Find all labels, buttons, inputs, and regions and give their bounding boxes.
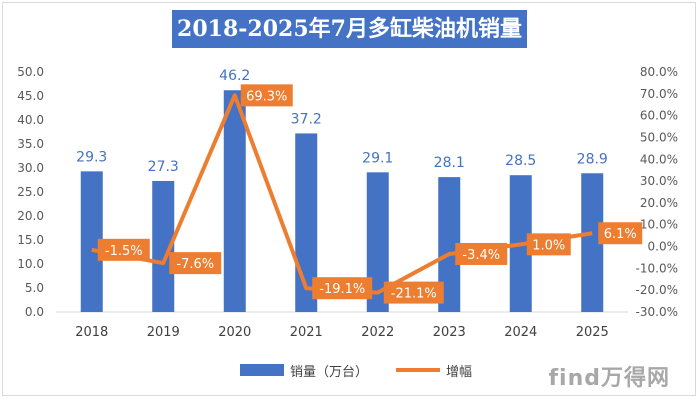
legend-swatch-line	[396, 368, 441, 372]
y-left-tick: 50.0	[17, 65, 44, 79]
line-value-label: -19.1%	[319, 282, 365, 297]
y-left-tick: 25.0	[17, 185, 44, 199]
y-left-tick: 0.0	[25, 305, 44, 319]
watermark-logo: find万得网	[548, 366, 670, 391]
y-right-tick: -10.0%	[636, 261, 678, 275]
y-right-tick: 80.0%	[640, 65, 678, 79]
x-tick: 2024	[504, 325, 537, 340]
line-value-box	[312, 277, 373, 300]
chart-title: 2018-2025年7月多缸柴油机销量	[172, 10, 527, 48]
bar-value-label: 46.2	[219, 68, 250, 84]
x-tick: 2018	[75, 325, 108, 340]
line-value-label: -7.6%	[176, 257, 214, 272]
x-tick: 2025	[576, 325, 609, 340]
line-value-label: -1.5%	[105, 244, 143, 259]
line-value-box	[97, 238, 150, 261]
line-value-label: -3.4%	[462, 248, 500, 263]
x-tick: 2020	[218, 325, 251, 340]
bar	[581, 173, 604, 312]
line-value-label: -21.1%	[391, 287, 437, 302]
y-left-tick: 35.0	[17, 137, 44, 151]
line-value-box	[169, 252, 222, 275]
bar-value-label: 29.3	[76, 149, 107, 165]
bar-value-label: 28.9	[577, 151, 608, 167]
bar-value-label: 28.1	[434, 155, 465, 171]
y-left-tick: 15.0	[17, 233, 44, 247]
y-right-tick: 50.0%	[640, 130, 678, 144]
bar	[152, 180, 175, 312]
legend-item-sales: 销量（万台）	[240, 361, 368, 380]
line-value-box	[455, 242, 508, 265]
line-value-box	[598, 222, 643, 245]
line-value-label: 6.1%	[604, 227, 637, 242]
line-value-box	[526, 233, 571, 256]
y-right-tick: 60.0%	[640, 109, 678, 123]
line-value-label: 69.3%	[246, 89, 287, 104]
bar-value-label: 27.3	[148, 159, 179, 175]
bar	[295, 133, 318, 312]
legend: 销量（万台） 增幅	[240, 360, 500, 380]
y-right-tick: -20.0%	[636, 283, 678, 297]
bar-value-label: 28.5	[505, 153, 536, 169]
x-tick: 2021	[290, 325, 323, 340]
y-right-tick: -30.0%	[636, 305, 678, 319]
y-right-tick: 30.0%	[640, 174, 678, 188]
y-left-tick: 45.0	[17, 89, 44, 103]
x-tick: 2019	[147, 325, 180, 340]
y-left-tick: 20.0	[17, 209, 44, 223]
y-right-tick: 10.0%	[640, 218, 678, 232]
x-tick: 2022	[361, 325, 394, 340]
y-left-tick: 10.0	[17, 257, 44, 271]
legend-item-growth: 增幅	[396, 361, 472, 380]
line-value-box	[383, 281, 444, 304]
y-left-tick: 30.0	[17, 161, 44, 175]
y-right-tick: 70.0%	[640, 87, 678, 101]
bar	[366, 172, 389, 312]
line-value-label: 1.0%	[532, 238, 565, 253]
y-right-tick: 20.0%	[640, 196, 678, 210]
y-left-tick: 40.0	[17, 113, 44, 127]
bar	[80, 171, 103, 312]
legend-label-growth: 增幅	[446, 364, 473, 380]
bar	[223, 90, 246, 313]
legend-label-sales: 销量（万台）	[290, 364, 369, 380]
line-value-box	[240, 84, 293, 107]
bar	[438, 177, 461, 312]
y-right-tick: 40.0%	[640, 152, 678, 166]
x-tick: 2023	[433, 325, 466, 340]
y-right-tick: 0.0%	[648, 240, 679, 254]
bar-value-label: 37.2	[291, 111, 322, 127]
chart-frame	[2, 2, 696, 396]
y-left-tick: 5.0	[25, 281, 44, 295]
legend-swatch-bar	[240, 364, 284, 376]
bar-value-label: 29.1	[362, 150, 393, 166]
